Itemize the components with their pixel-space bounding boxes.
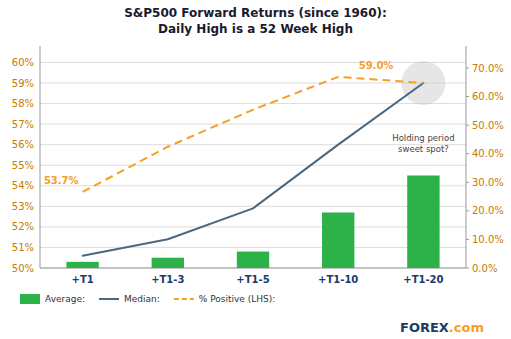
y-tick-label: 50% xyxy=(12,263,34,274)
y-tick-label: 51% xyxy=(12,242,34,253)
legend-label: Median: xyxy=(124,294,160,304)
grid-line xyxy=(40,165,466,166)
dashed-line xyxy=(83,77,424,192)
y2-tick-label: 70.0% xyxy=(472,63,504,74)
y-tick-label: 59% xyxy=(12,78,34,89)
grid-line xyxy=(40,247,466,248)
title-line: Daily High is a 52 Week High xyxy=(158,22,353,36)
grid-line xyxy=(40,103,466,104)
y2-tick-label: 10.0% xyxy=(472,234,504,245)
legend-swatch xyxy=(20,294,40,304)
annotation: 59.0% xyxy=(359,60,394,71)
y-axis-line xyxy=(40,46,41,268)
x-tick-label: +T1-3 xyxy=(151,274,184,285)
plot-area xyxy=(66,61,445,268)
chart: S&P500 Forward Returns (since 1960): Dail… xyxy=(0,0,511,339)
y2-tick-label: 20.0% xyxy=(472,205,504,216)
annotation: 53.7% xyxy=(44,175,79,186)
grid-line xyxy=(40,62,466,63)
y2-axis-line xyxy=(466,46,467,268)
brand: .com xyxy=(449,320,484,335)
title-line: S&P500 Forward Returns (since 1960): xyxy=(124,6,387,20)
bar xyxy=(66,262,98,268)
y2-tick-label: 0.0% xyxy=(472,263,497,274)
x-tick-label: +T1 xyxy=(72,274,94,285)
y-tick-label: 60% xyxy=(12,57,34,68)
bar xyxy=(152,258,184,268)
legend-label: Average: xyxy=(45,294,85,304)
background xyxy=(0,0,511,339)
annotation-line: sweet spot? xyxy=(398,144,449,154)
y2-tick-label: 50.0% xyxy=(472,120,504,131)
bar xyxy=(407,176,439,269)
y-tick-label: 55% xyxy=(12,160,34,171)
grid-line xyxy=(40,206,466,207)
grid-line xyxy=(40,226,466,227)
y2-tick-label: 60.0% xyxy=(472,91,504,102)
y-tick-label: 52% xyxy=(12,221,34,232)
brand: FOREX xyxy=(400,320,449,335)
y-tick-label: 56% xyxy=(12,139,34,150)
y-tick-label: 57% xyxy=(12,119,34,130)
bar xyxy=(322,213,354,269)
y2-tick-label: 40.0% xyxy=(472,148,504,159)
y2-tick-label: 30.0% xyxy=(472,177,504,188)
x-tick-label: +T1-10 xyxy=(318,274,358,285)
legend-swatch xyxy=(99,298,119,300)
x-tick-label: +T1-20 xyxy=(403,274,443,285)
x-tick-label: +T1-5 xyxy=(236,274,269,285)
legend-label: % Positive (LHS): xyxy=(199,294,276,304)
title: S&P500 Forward Returns (since 1960): Dail… xyxy=(124,6,387,36)
grid-line xyxy=(40,124,466,125)
legend-swatch xyxy=(174,298,194,300)
annotation-line: Holding period xyxy=(392,133,454,143)
bar xyxy=(237,252,269,268)
y-tick-label: 58% xyxy=(12,98,34,109)
annotation: Holding periodsweet spot? xyxy=(392,133,454,154)
grid-line xyxy=(40,185,466,186)
y-tick-label: 54% xyxy=(12,180,34,191)
y-tick-label: 53% xyxy=(12,201,34,212)
